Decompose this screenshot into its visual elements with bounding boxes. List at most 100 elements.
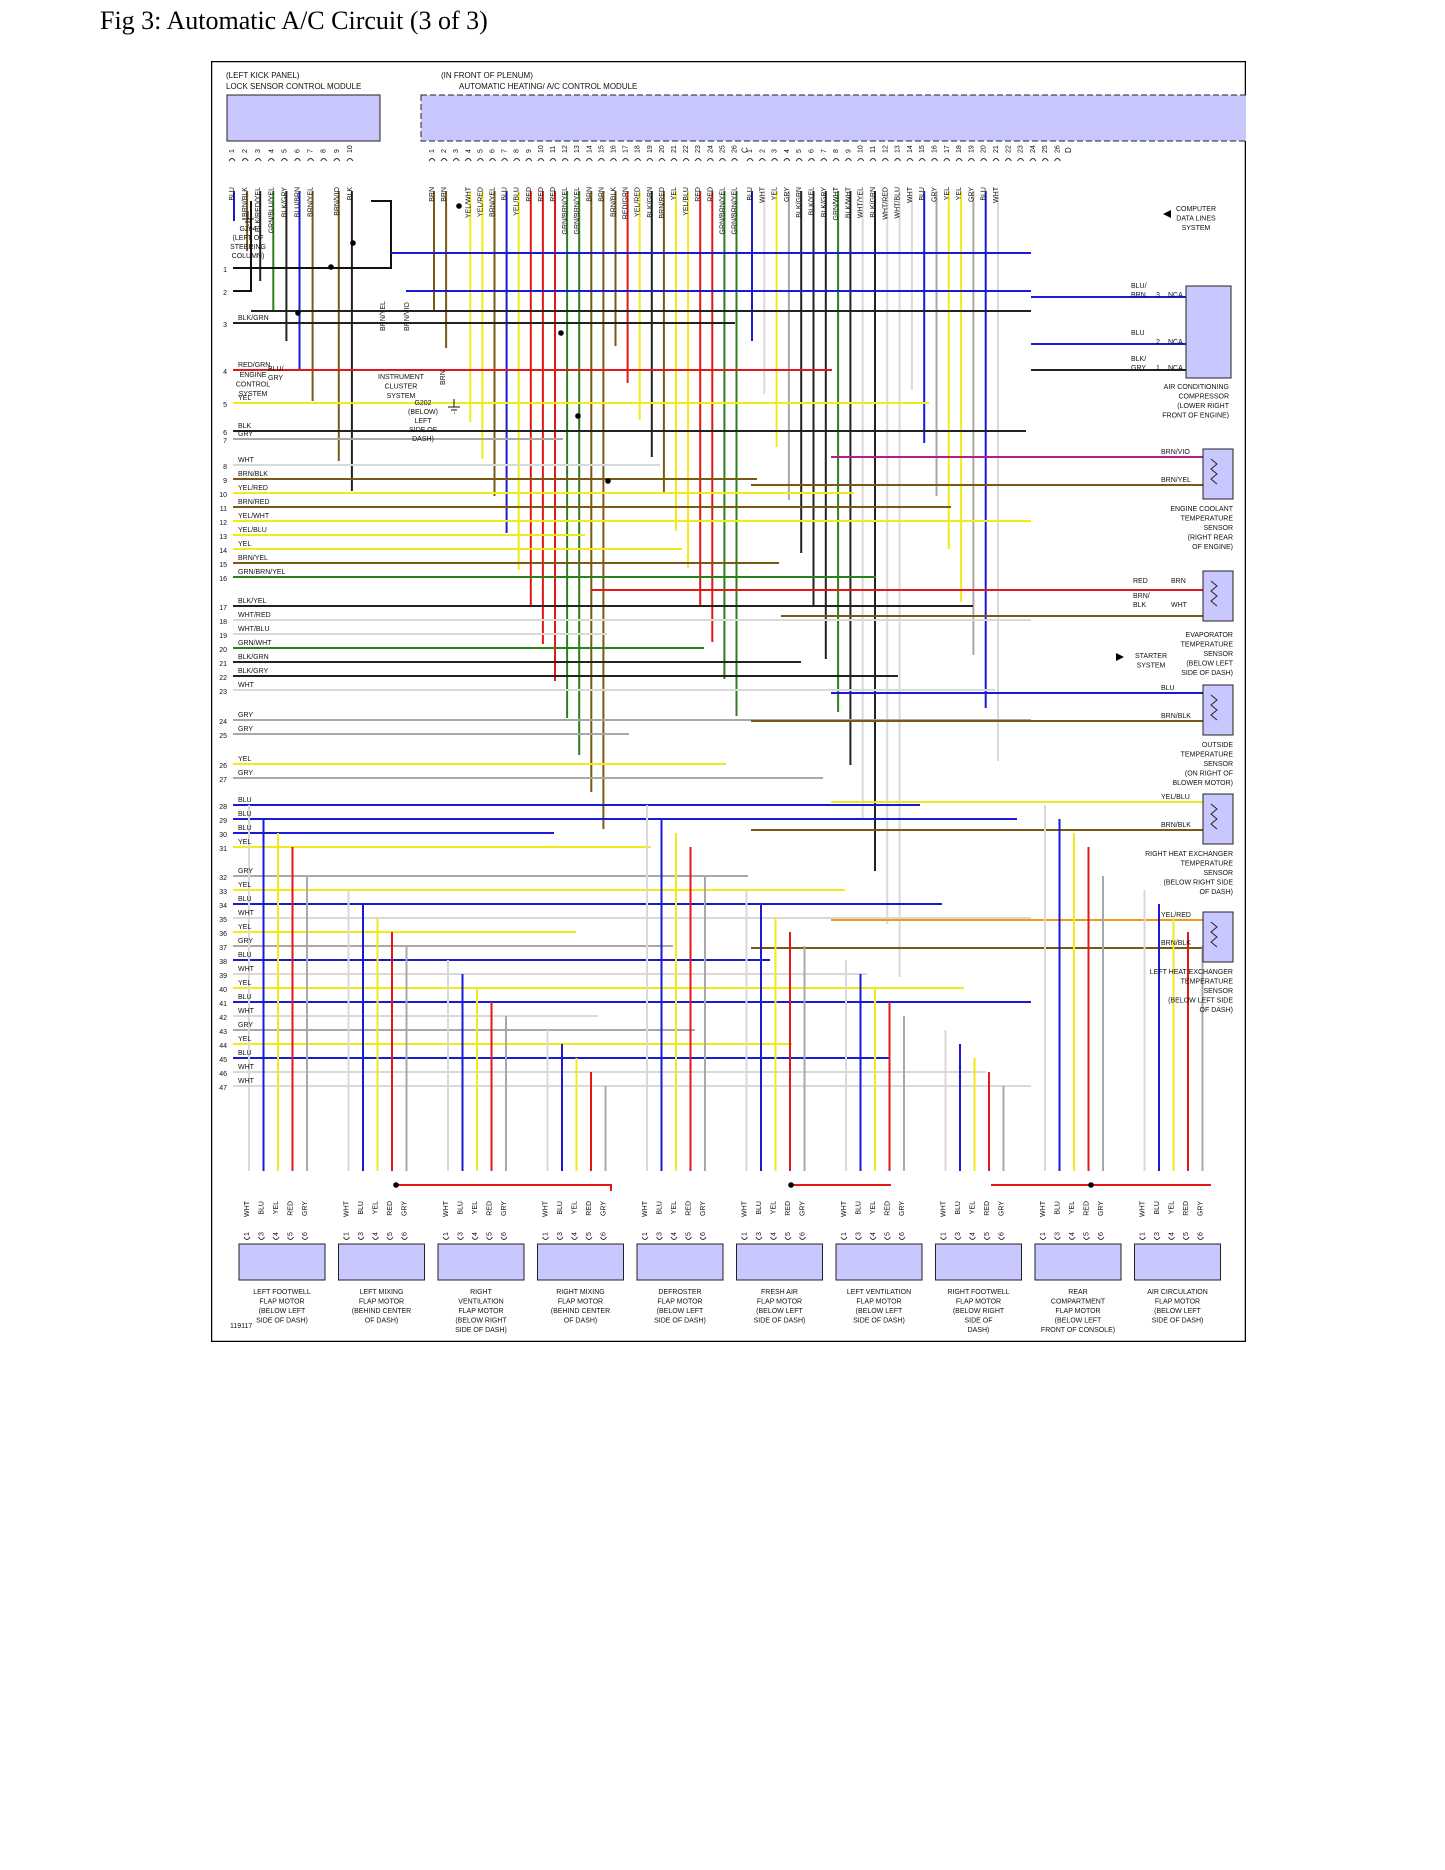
splice-point (605, 478, 611, 484)
ac-pin-number-c: 7 (502, 149, 509, 153)
compressor-wire-color: BLK/ (1131, 356, 1146, 363)
row-wire-color: RED/GRN (238, 362, 270, 369)
connector-pin-symbol (585, 1236, 593, 1240)
ac-pin-wire-color: BRN (429, 187, 436, 202)
ground-g202-label: DASH) (412, 436, 434, 443)
right-heat-exchanger-sensor-label: OF DASH) (1200, 889, 1233, 896)
splice-point (393, 1182, 399, 1188)
outside-temperature-sensor-label: TEMPERATURE (1181, 752, 1234, 759)
row-wire-color: YEL (238, 924, 251, 931)
row-wire-color: GRN/WHT (238, 640, 272, 647)
ac-pin-number-d: 24 (1030, 145, 1037, 153)
row-number: 22 (219, 675, 227, 682)
row-wire-color: BLU (238, 896, 252, 903)
row-number: 41 (219, 1001, 227, 1008)
ac-pin-wire-color: BRN (598, 187, 605, 202)
ac-pin-wire-color: YEL (671, 187, 678, 200)
connector-pin-symbol (1039, 1236, 1047, 1240)
lock-pin-number: 8 (321, 149, 328, 153)
ac-pin-wire-color: BLK/GRY (821, 187, 828, 218)
motor-pin-wire-color: BLU (856, 1201, 863, 1215)
left-heat-exchanger-sensor (1202, 911, 1234, 963)
splice-point (575, 413, 581, 419)
compressor-nca: NCA (1168, 339, 1183, 346)
connector-pin-symbol (670, 1236, 678, 1240)
splice-point (295, 310, 301, 316)
ac-pin-number-c: 15 (598, 145, 605, 153)
connector-pin-symbol (658, 158, 666, 162)
row-number: 3 (223, 322, 227, 329)
ac-pin-wire-color: GRY (784, 187, 791, 202)
motor-pin-wire-color: YEL (870, 1201, 877, 1214)
row-wire (233, 200, 392, 269)
row-number: 43 (219, 1029, 227, 1036)
connector-pin-symbol (320, 158, 328, 162)
row-wire-color: GRY (238, 712, 253, 719)
motor-pin-wire-color: WHT (841, 1200, 848, 1217)
motor-pin-number: 4 (1069, 1232, 1076, 1236)
engine-coolant-temperature-sensor (1202, 448, 1234, 500)
motor-pin-wire-color: RED (1084, 1201, 1091, 1216)
sensor-wire-color: BLU (1161, 685, 1175, 692)
row-number: 4 (223, 369, 227, 376)
lock-pin-number: 5 (281, 149, 288, 153)
row-wire-color: BLK/GRN (238, 315, 269, 322)
ac-pin-wire-color: YEL/RED (635, 187, 642, 217)
ground-g204-label: (LEFT OF (233, 235, 264, 242)
row-wire-color: WHT (238, 457, 255, 464)
connector-pin-symbol (771, 158, 779, 162)
row-wire-color: WHT (238, 910, 255, 917)
starter-label: STARTER (1135, 653, 1167, 660)
ac-pin-number-d: 13 (895, 145, 902, 153)
connector-pin-symbol (457, 1236, 464, 1240)
flap-motor-label: RIGHT MIXING (556, 1289, 604, 1296)
ac-pin-wire-color: BLK/GRN (796, 187, 803, 218)
row-number: 46 (219, 1071, 227, 1078)
connector-pin-symbol (906, 158, 914, 162)
row-wire-color: GRY (238, 726, 253, 733)
connector-pin-symbol (731, 158, 738, 162)
engine-coolant-temperature-sensor-label: ENGINE COOLANT (1170, 506, 1233, 513)
ac-pin-wire-color: BRN/YEL (490, 187, 497, 217)
row-number: 39 (219, 973, 227, 980)
motor-pin-number: 1 (841, 1232, 848, 1236)
row-number: 17 (219, 605, 227, 612)
motor-pin-number: 1 (443, 1232, 450, 1236)
connector-pin-symbol (869, 158, 877, 162)
flap-motor-label: AIR CIRCULATION (1147, 1289, 1208, 1296)
ac-pin-wire-color: BLU (919, 187, 926, 201)
sensor-wire-color: BRN (1171, 578, 1186, 585)
ac-pin-wire-color: YEL (944, 187, 951, 200)
motor-pin-wire-color: WHT (543, 1200, 550, 1217)
ac-pin-number-d: 23 (1018, 145, 1025, 153)
evaporator-sensor-label: SIDE OF DASH) (1181, 670, 1233, 677)
ac-module-location: (IN FRONT OF PLENUM) (441, 71, 533, 80)
row-number: 37 (219, 945, 227, 952)
sensor-wire-color: BRN/BLK (1161, 713, 1191, 720)
thermistor-icon (1210, 921, 1218, 948)
motor-pin-wire-color: BLU (657, 1201, 664, 1215)
motor-pin-number: 6 (1098, 1232, 1105, 1236)
ground-symbol (242, 211, 254, 226)
row-wire-color: GRY (238, 431, 253, 438)
flap-motor (1034, 1243, 1122, 1281)
motor-pin-number: 4 (970, 1232, 977, 1236)
motor-pin-wire-color: YEL (970, 1201, 977, 1214)
flap-motor-label: FLAP MOTOR (856, 1299, 901, 1306)
ground-g202-label: LEFT (414, 418, 432, 425)
ac-pin-wire-color: YEL/RED (477, 187, 484, 217)
ac-pin-wire-color: YEL/WHT (465, 186, 472, 218)
motor-pin-number: 6 (501, 1232, 508, 1236)
row-number: 1 (223, 267, 227, 274)
lock-pin-number: 2 (242, 149, 249, 153)
row-wire-color: WHT (238, 966, 255, 973)
flap-motor-label: (BELOW LEFT (259, 1308, 306, 1315)
sensor-wire-color: YEL/BLU (1161, 794, 1190, 801)
wire-color-label: GRY (268, 375, 283, 382)
ac-pin-number-d: 8 (833, 149, 840, 153)
lock-pin-number: 1 (229, 149, 236, 153)
ac-pin-number-d: 20 (981, 145, 988, 153)
row-number: 13 (219, 534, 227, 541)
compressor-wire-color: BRN (1131, 292, 1146, 299)
motor-pin-wire-color: BLU (1154, 1201, 1161, 1215)
